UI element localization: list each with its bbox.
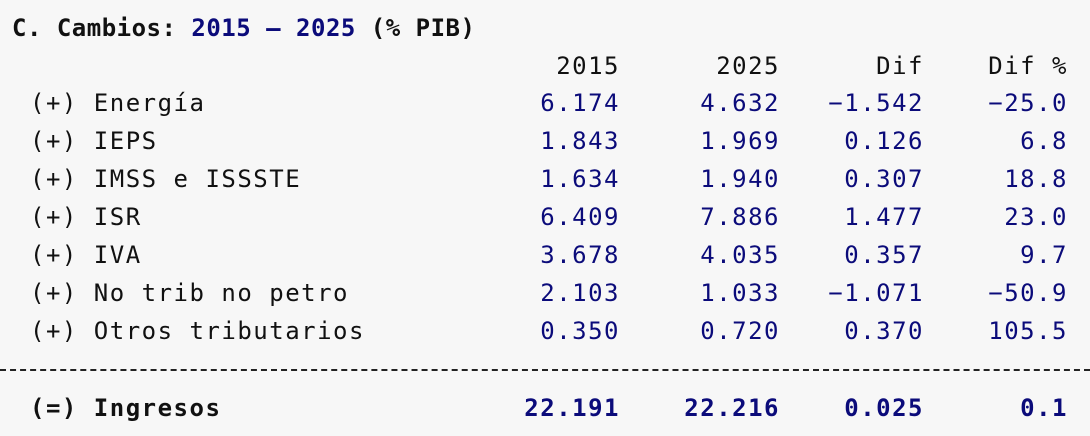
value-2025: 1.033: [700, 279, 780, 307]
value-2015: 2.103: [540, 279, 620, 307]
column-header-dif-pct: Dif %: [988, 52, 1068, 80]
value-2025: 7.886: [700, 203, 780, 231]
title-year-to: 2025: [296, 14, 356, 42]
column-header-2015: 2015: [556, 52, 620, 80]
divider: [0, 369, 1090, 371]
table-row: (+) IVA 3.678 4.035 0.357 9.7: [0, 238, 1090, 272]
table-row: (+) No trib no petro 2.103 1.033 −1.071 …: [0, 276, 1090, 310]
value-dif-pct: 6.8: [1020, 127, 1068, 155]
row-label: (+) No trib no petro: [30, 279, 349, 307]
row-label: (+) ISR: [30, 203, 142, 231]
column-header-dif: Dif: [876, 52, 924, 80]
title-suffix: (% PIB): [355, 14, 476, 42]
value-dif: 0.126: [844, 127, 924, 155]
table-row: (+) IEPS 1.843 1.969 0.126 6.8: [0, 124, 1090, 158]
total-value-2015: 22.191: [524, 394, 620, 422]
title-year-from: 2015: [191, 14, 252, 42]
total-value-2025: 22.216: [684, 394, 780, 422]
value-2015: 0.350: [540, 317, 620, 345]
value-2015: 3.678: [540, 241, 620, 269]
table-row: (+) ISR 6.409 7.886 1.477 23.0: [0, 200, 1090, 234]
value-2025: 1.969: [700, 127, 780, 155]
title-prefix: C. Cambios:: [12, 14, 192, 42]
row-label: (+) IVA: [30, 241, 142, 269]
row-label: (+) Energía: [30, 89, 206, 117]
value-dif-pct: 105.5: [988, 317, 1068, 345]
table-row: (+) IMSS e ISSSTE 1.634 1.940 0.307 18.8: [0, 162, 1090, 196]
total-row: (=) Ingresos 22.191 22.216 0.025 0.1: [0, 391, 1090, 425]
row-label: (+) IMSS e ISSSTE: [30, 165, 302, 193]
value-2025: 4.035: [700, 241, 780, 269]
value-dif-pct: 9.7: [1020, 241, 1068, 269]
value-dif: 0.370: [844, 317, 924, 345]
total-value-dif: 0.025: [844, 394, 924, 422]
value-dif: −1.071: [828, 279, 924, 307]
column-header-2025: 2025: [716, 52, 780, 80]
table-row: (+) Energía 6.174 4.632 −1.542 −25.0: [0, 86, 1090, 120]
title-dash: –: [251, 14, 297, 42]
value-2015: 6.174: [540, 89, 620, 117]
value-2025: 1.940: [700, 165, 780, 193]
total-label: (=) Ingresos: [30, 394, 222, 422]
value-dif-pct: 18.8: [1004, 165, 1068, 193]
value-2015: 6.409: [540, 203, 620, 231]
value-2015: 1.843: [540, 127, 620, 155]
value-dif: 1.477: [844, 203, 924, 231]
value-2015: 1.634: [540, 165, 620, 193]
table-row: (+) Otros tributarios 0.350 0.720 0.370 …: [0, 314, 1090, 348]
value-dif: 0.357: [844, 241, 924, 269]
total-value-dif-pct: 0.1: [1020, 394, 1068, 422]
value-dif: −1.542: [828, 89, 924, 117]
row-label: (+) Otros tributarios: [30, 317, 365, 345]
value-2025: 4.632: [700, 89, 780, 117]
value-2025: 0.720: [700, 317, 780, 345]
value-dif-pct: −25.0: [988, 89, 1068, 117]
value-dif-pct: −50.9: [988, 279, 1068, 307]
table-title: C. Cambios: 2015 – 2025 (% PIB): [12, 14, 475, 42]
row-label: (+) IEPS: [30, 127, 158, 155]
header-row: 2015 2025 Dif Dif %: [0, 49, 1090, 83]
value-dif: 0.307: [844, 165, 924, 193]
value-dif-pct: 23.0: [1004, 203, 1068, 231]
